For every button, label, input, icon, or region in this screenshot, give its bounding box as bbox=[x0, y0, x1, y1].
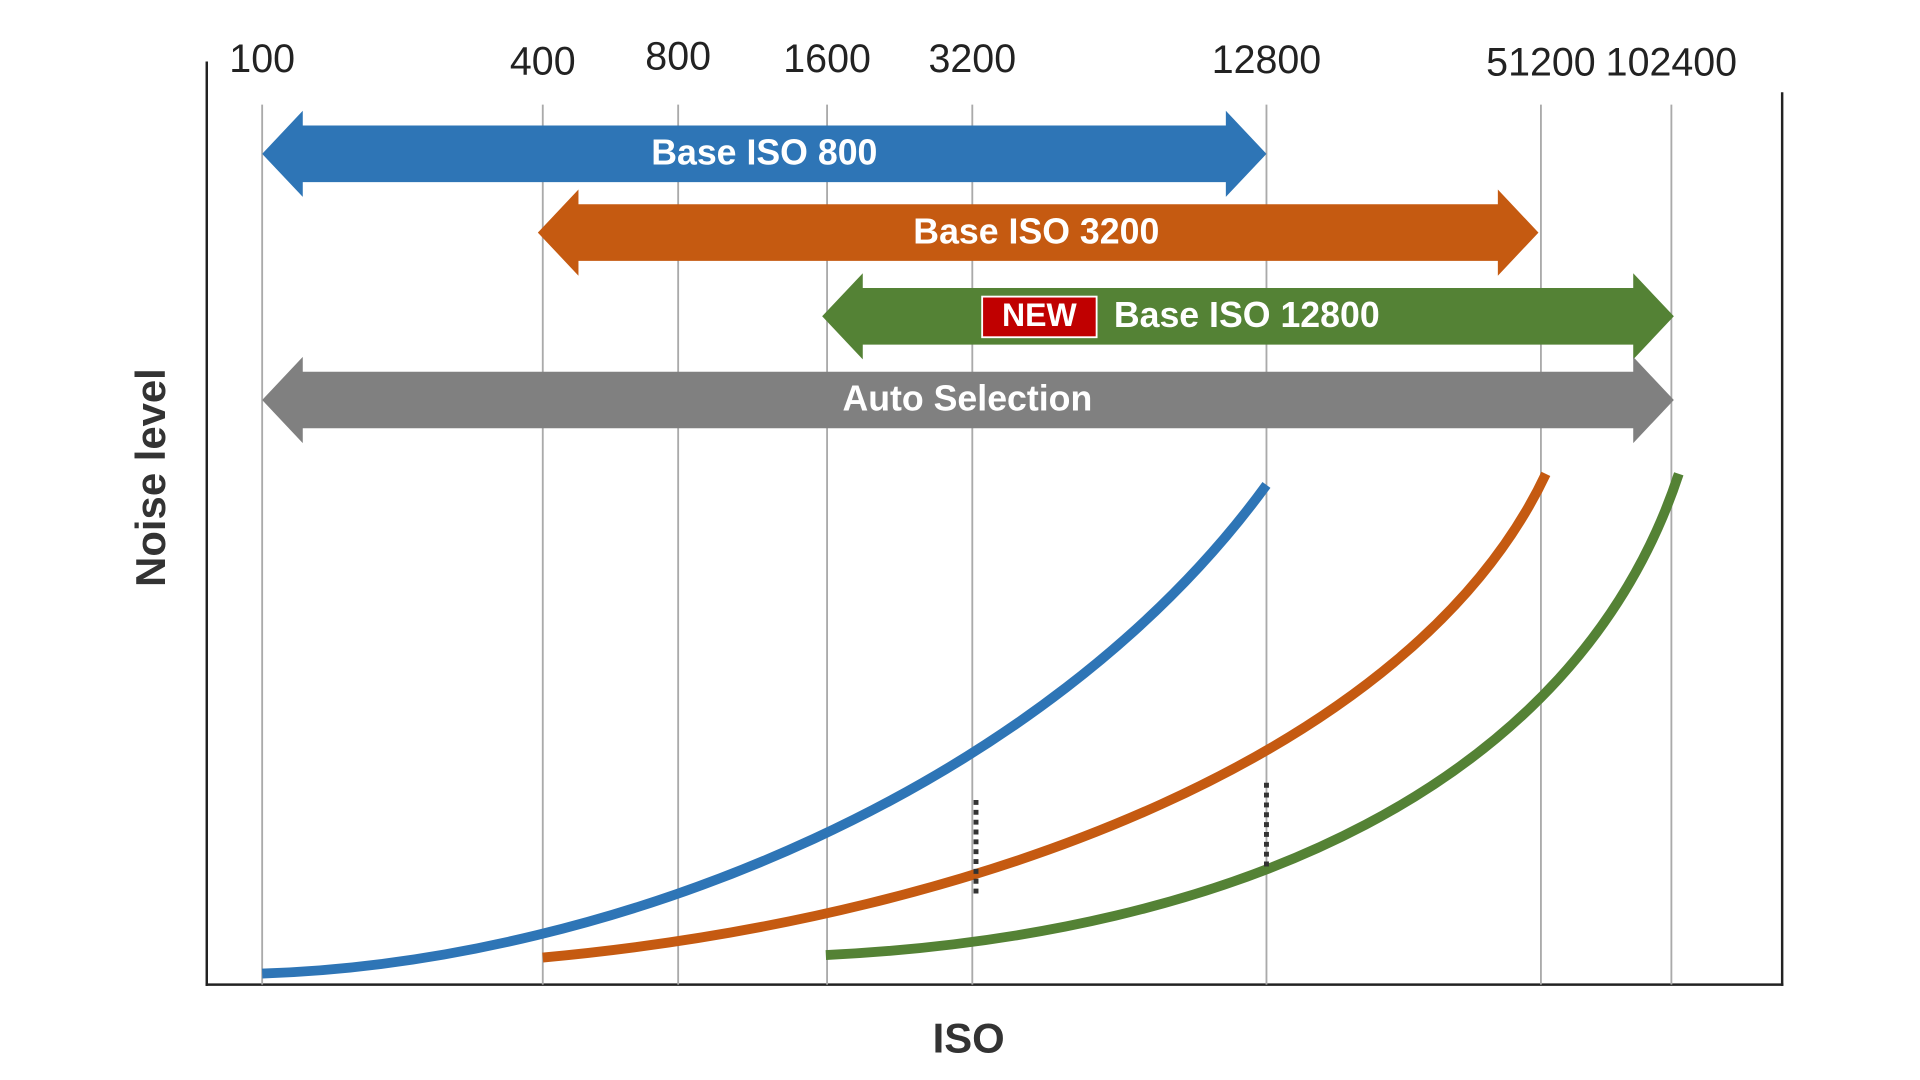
iso-tick-label: 400 bbox=[510, 39, 576, 83]
noise-curve-3200 bbox=[542, 471, 1551, 963]
iso-tick-label: 102400 bbox=[1606, 41, 1737, 85]
arrow-label: Base ISO 12800 bbox=[1114, 295, 1380, 335]
iso-tick-label: 1600 bbox=[783, 37, 871, 81]
iso-tick-label: 51200 bbox=[1486, 41, 1596, 85]
range-arrows: Base ISO 800 Base ISO 3200 NEW Base ISO 128… bbox=[262, 110, 1674, 444]
arrow-label: Base ISO 800 bbox=[651, 132, 877, 172]
range-arrow bbox=[537, 189, 1539, 276]
new-badge bbox=[981, 295, 1098, 339]
noise-curve-12800 bbox=[825, 472, 1684, 960]
iso-tick-label: 100 bbox=[229, 37, 295, 81]
range-arrow bbox=[262, 110, 1267, 197]
iso-tick-label: 800 bbox=[645, 34, 711, 78]
arrow-label: Auto Selection bbox=[842, 379, 1092, 419]
iso-tick-label: 3200 bbox=[929, 37, 1017, 81]
new-badge-text: NEW bbox=[1002, 297, 1077, 333]
iso-tick-label: 12800 bbox=[1212, 38, 1322, 82]
y-axis-label: Noise level bbox=[127, 368, 174, 587]
noise-curve-800 bbox=[261, 482, 1271, 979]
arrow-label: Base ISO 3200 bbox=[913, 211, 1159, 251]
x-axis-label: ISO bbox=[933, 1014, 1005, 1061]
range-arrow bbox=[262, 356, 1674, 444]
